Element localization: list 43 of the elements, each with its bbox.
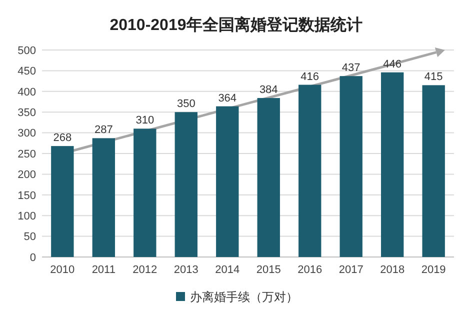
x-tick-label: 2012 (132, 264, 158, 276)
bar (257, 98, 280, 257)
chart-title: 2010-2019年全国离婚登记数据统计 (110, 15, 362, 34)
y-tick-label: 200 (18, 169, 36, 182)
bar (92, 138, 115, 257)
data-label: 384 (259, 84, 278, 96)
data-label: 310 (136, 114, 154, 127)
bar (216, 106, 239, 257)
x-tick-label: 2019 (421, 264, 446, 276)
data-label: 268 (53, 132, 72, 144)
data-label: 364 (218, 92, 237, 104)
x-tick-label: 2017 (338, 264, 364, 276)
x-tick-label: 2011 (92, 264, 116, 276)
y-tick-label: 0 (30, 252, 36, 264)
x-tick-label: 2014 (215, 264, 240, 276)
bar (340, 76, 362, 257)
bar (174, 112, 198, 257)
data-label: 437 (342, 62, 360, 74)
y-tick-label: 150 (18, 190, 36, 202)
x-tick-label: 2010 (50, 264, 75, 276)
y-tick-label: 100 (18, 210, 36, 222)
data-label: 416 (300, 70, 320, 83)
y-tick-label: 500 (18, 44, 36, 57)
data-label: 287 (94, 124, 113, 136)
data-label: 446 (383, 58, 402, 70)
x-tick-label: 2016 (298, 264, 322, 276)
x-tick-label: 2015 (256, 264, 281, 276)
y-tick-label: 400 (18, 86, 36, 98)
bar (51, 146, 74, 257)
bar (381, 72, 404, 257)
bar (298, 84, 322, 257)
x-tick-label: 2013 (174, 264, 198, 276)
bar (134, 128, 156, 257)
y-tick-label: 350 (18, 106, 36, 119)
y-tick-label: 450 (18, 66, 36, 78)
data-label: 415 (424, 71, 443, 84)
y-tick-label: 250 (18, 148, 36, 160)
data-label: 350 (176, 98, 196, 110)
y-tick-label: 50 (24, 231, 36, 244)
bar (422, 85, 445, 257)
x-tick-label: 2018 (380, 264, 405, 276)
legend-label: 办离婚手续（万对） (190, 290, 298, 304)
y-tick-label: 300 (18, 128, 36, 140)
